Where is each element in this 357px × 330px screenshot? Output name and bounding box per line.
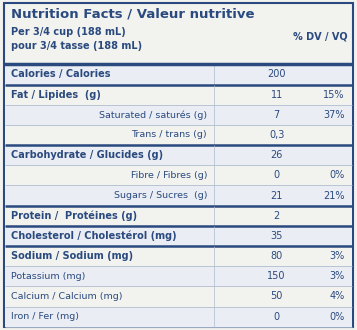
Text: 21%: 21% <box>323 190 345 201</box>
Text: Fat / Lipides  (g): Fat / Lipides (g) <box>11 90 101 100</box>
Text: 35: 35 <box>271 231 283 241</box>
Text: Cholesterol / Cholestérol (mg): Cholesterol / Cholestérol (mg) <box>11 231 176 241</box>
Bar <box>5 125 352 145</box>
Text: Potassium (mg): Potassium (mg) <box>11 272 85 281</box>
Text: 200: 200 <box>267 69 286 80</box>
Text: 3%: 3% <box>329 251 345 261</box>
Text: Sugars / Sucres  (g): Sugars / Sucres (g) <box>114 191 207 200</box>
Bar <box>5 185 352 206</box>
Text: 11: 11 <box>271 90 283 100</box>
Text: 37%: 37% <box>323 110 345 120</box>
Text: Carbohydrate / Glucides (g): Carbohydrate / Glucides (g) <box>11 150 163 160</box>
Text: 0,3: 0,3 <box>269 130 285 140</box>
Text: 3%: 3% <box>329 271 345 281</box>
Text: Trans / trans (g): Trans / trans (g) <box>131 130 207 140</box>
Text: % DV / VQ: % DV / VQ <box>293 31 348 41</box>
Text: 7: 7 <box>273 110 280 120</box>
Bar <box>5 206 352 226</box>
Text: Iron / Fer (mg): Iron / Fer (mg) <box>11 312 79 321</box>
Text: Saturated / saturés (g): Saturated / saturés (g) <box>99 110 207 119</box>
Text: Nutrition Facts / Valeur nutritive: Nutrition Facts / Valeur nutritive <box>11 7 254 20</box>
Bar <box>5 84 352 105</box>
Bar <box>5 145 352 165</box>
Text: 150: 150 <box>267 271 286 281</box>
Text: Protein /  Protéines (g): Protein / Protéines (g) <box>11 211 137 221</box>
Text: 0%: 0% <box>329 170 345 180</box>
Bar <box>5 246 352 266</box>
Text: 4%: 4% <box>329 291 345 301</box>
Bar <box>5 286 352 307</box>
Text: 50: 50 <box>271 291 283 301</box>
Text: Per 3/4 cup (188 mL): Per 3/4 cup (188 mL) <box>11 27 125 37</box>
Text: 2: 2 <box>273 211 280 221</box>
Text: 15%: 15% <box>323 90 345 100</box>
Bar <box>5 105 352 125</box>
Text: 0: 0 <box>273 312 280 322</box>
Text: Sodium / Sodium (mg): Sodium / Sodium (mg) <box>11 251 133 261</box>
Text: pour 3/4 tasse (188 mL): pour 3/4 tasse (188 mL) <box>11 41 142 51</box>
Text: Fibre / Fibres (g): Fibre / Fibres (g) <box>131 171 207 180</box>
Bar <box>5 307 352 327</box>
Text: 80: 80 <box>271 251 283 261</box>
Text: 0: 0 <box>273 170 280 180</box>
Text: 0%: 0% <box>329 312 345 322</box>
Text: Calcium / Calcium (mg): Calcium / Calcium (mg) <box>11 292 122 301</box>
Bar <box>5 266 352 286</box>
Bar <box>5 64 352 84</box>
Bar <box>5 226 352 246</box>
Text: 21: 21 <box>271 190 283 201</box>
Text: 26: 26 <box>271 150 283 160</box>
Bar <box>5 165 352 185</box>
Text: Calories / Calories: Calories / Calories <box>11 69 110 80</box>
